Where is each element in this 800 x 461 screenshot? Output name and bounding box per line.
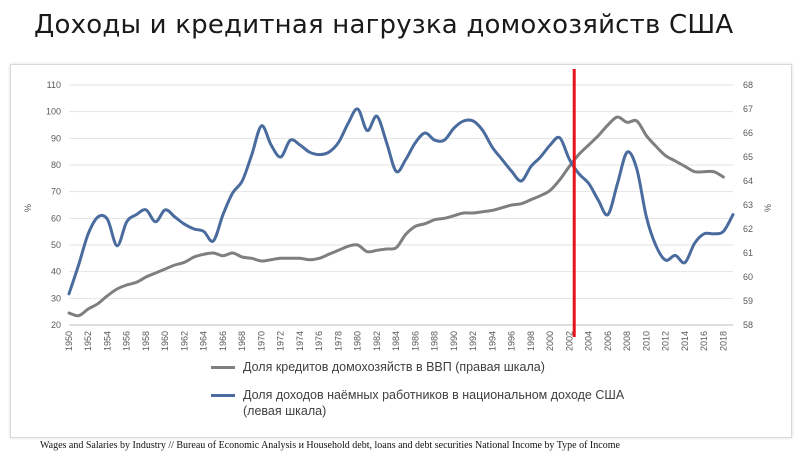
left-axis-label: % <box>23 204 33 212</box>
legend-swatch-wages <box>211 394 235 397</box>
grid-layer <box>69 84 733 326</box>
left-tick-label: 80 <box>51 160 61 170</box>
x-tick-label: 1976 <box>314 331 324 351</box>
left-tick-label: 110 <box>47 80 61 90</box>
x-tick-label: 2010 <box>641 331 651 351</box>
x-tick-label: 2016 <box>699 331 709 351</box>
right-axis-label: % <box>763 204 773 212</box>
x-tick-label: 1950 <box>64 331 74 351</box>
x-tick-label: 2002 <box>564 331 574 351</box>
left-tick-label: 40 <box>51 267 61 277</box>
right-tick-label: 58 <box>743 320 753 330</box>
x-tick-label: 1974 <box>295 331 305 351</box>
x-tick-label: 1968 <box>237 331 247 351</box>
x-tick-label: 1984 <box>391 331 401 351</box>
x-tick-label: 2014 <box>680 331 690 351</box>
x-tick-label: 1956 <box>122 331 132 351</box>
x-tick-label: 1990 <box>449 331 459 351</box>
legend-label-wages: Доля доходов наёмных работников в национ… <box>243 388 625 418</box>
x-tick-label: 1978 <box>333 331 343 351</box>
right-tick-label: 59 <box>743 296 753 306</box>
x-tick-label: 1964 <box>199 331 209 351</box>
line-chart: 20 30 40 50 60 70 80 90 100 110 58 59 60 61 62 63 64 65 6… <box>23 69 773 351</box>
left-tick-label: 20 <box>51 320 61 330</box>
right-tick-label: 68 <box>743 80 753 90</box>
x-tick-label: 1970 <box>256 331 266 351</box>
x-tick-label: 2008 <box>622 331 632 351</box>
legend-item-wages: Доля доходов наёмных работников в национ… <box>211 387 643 419</box>
chart-frame: 20 30 40 50 60 70 80 90 100 110 58 59 60 61 62 63 64 65 6… <box>10 64 792 438</box>
x-tick-label: 1986 <box>410 331 420 351</box>
left-axis-ticks: 20 30 40 50 60 70 80 90 100 110 <box>46 80 61 330</box>
x-tick-label: 1962 <box>179 331 189 351</box>
legend-item-debt: Доля кредитов домохозяйств в ВВП (правая… <box>211 359 663 375</box>
x-tick-label: 2000 <box>545 331 555 351</box>
right-tick-label: 60 <box>743 272 753 282</box>
x-tick-label: 2012 <box>661 331 671 351</box>
x-tick-label: 1952 <box>83 331 93 351</box>
right-tick-label: 62 <box>743 224 753 234</box>
right-axis-ticks: 58 59 60 61 62 63 64 65 66 67 68 <box>743 80 753 330</box>
left-tick-label: 100 <box>46 107 61 117</box>
series-line-debt <box>67 115 725 318</box>
right-tick-label: 66 <box>743 128 753 138</box>
x-tick-label: 1982 <box>372 331 382 351</box>
x-tick-label: 1960 <box>160 331 170 351</box>
left-tick-label: 70 <box>51 187 61 197</box>
x-tick-label: 1954 <box>102 331 112 351</box>
x-tick-label: 1958 <box>141 331 151 351</box>
series-layer <box>67 107 735 318</box>
left-tick-label: 90 <box>51 133 61 143</box>
x-tick-label: 2006 <box>603 331 613 351</box>
x-tick-label: 1992 <box>468 331 478 351</box>
right-tick-label: 65 <box>743 152 753 162</box>
legend-swatch-debt <box>211 366 235 369</box>
x-tick-label: 2004 <box>584 331 594 351</box>
x-tick-label: 2018 <box>718 331 728 351</box>
x-tick-label: 1998 <box>526 331 536 351</box>
right-tick-label: 67 <box>743 104 753 114</box>
left-tick-label: 50 <box>51 240 61 250</box>
x-tick-label: 1980 <box>353 331 363 351</box>
left-tick-label: 30 <box>51 293 61 303</box>
x-tick-label: 1996 <box>507 331 517 351</box>
left-tick-label: 60 <box>51 213 61 223</box>
x-axis-ticks: 1950 1952 1954 1956 1958 1960 1962 1964 1966 1968… <box>64 331 728 351</box>
legend-label-debt: Доля кредитов домохозяйств в ВВП (правая… <box>243 360 545 374</box>
x-tick-label: 1966 <box>218 331 228 351</box>
x-tick-label: 1988 <box>430 331 440 351</box>
right-tick-label: 61 <box>743 248 753 258</box>
page-title: Доходы и кредитная нагрузка домохозяйств… <box>34 10 734 40</box>
right-tick-label: 63 <box>743 200 753 210</box>
x-tick-label: 1972 <box>276 331 286 351</box>
right-tick-label: 64 <box>743 176 753 186</box>
source-caption: Wages and Salaries by Industry // Bureau… <box>40 440 620 451</box>
series-line-wages <box>67 107 735 296</box>
x-tick-label: 1994 <box>487 331 497 351</box>
